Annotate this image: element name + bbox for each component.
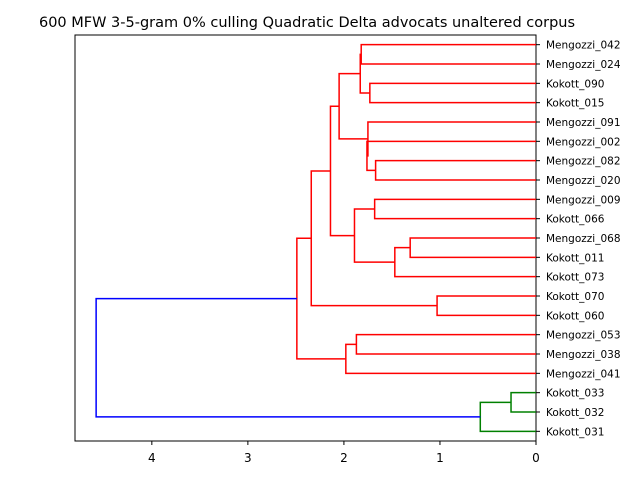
x-tick-label: 2 <box>340 451 348 465</box>
leaf-label: Kokott_015 <box>546 98 604 110</box>
leaf-label: Kokott_070 <box>546 291 604 303</box>
leaf-label: Mengozzi_041 <box>546 368 621 380</box>
leaf-label: Kokott_032 <box>546 407 604 419</box>
dendrogram-link-n20 <box>95 297 481 418</box>
dendrogram-link-n19 <box>479 401 536 433</box>
x-tick-label: 4 <box>148 451 156 465</box>
dendrogram-link-n9 <box>409 237 536 259</box>
dendrogram-link-n8 <box>373 198 536 220</box>
dendrogram-link-n17 <box>296 237 346 360</box>
dendrogram-link-n2 <box>369 82 536 104</box>
leaf-label: Mengozzi_002 <box>546 136 621 148</box>
leaf-label: Kokott_033 <box>546 388 604 400</box>
dendrogram-link-n6 <box>366 121 536 157</box>
dendrogram-link-n5 <box>366 140 536 172</box>
leaf-label: Kokott_066 <box>546 214 605 226</box>
x-tick-label: 1 <box>436 451 444 465</box>
leaf-label: Mengozzi_053 <box>546 330 621 342</box>
dendrogram-link-n18 <box>510 391 536 413</box>
x-tick-label: 3 <box>244 451 252 465</box>
leaf-label: Mengozzi_042 <box>546 40 621 52</box>
dendrogram-link-n1 <box>360 43 536 65</box>
leaf-label: Kokott_011 <box>546 252 604 264</box>
leaf-label: Kokott_090 <box>546 78 604 90</box>
leaf-label: Mengozzi_009 <box>546 194 621 206</box>
leaf-label: Mengozzi_068 <box>546 233 621 245</box>
dendrogram-link-n13 <box>436 295 536 317</box>
x-tick-label: 0 <box>532 451 540 465</box>
leaf-label: Mengozzi_038 <box>546 349 621 361</box>
chart-title: 600 MFW 3-5-gram 0% culling Quadratic De… <box>39 15 575 31</box>
leaf-label: Mengozzi_020 <box>546 175 621 187</box>
leaf-label: Kokott_073 <box>546 272 604 284</box>
leaf-label: Mengozzi_024 <box>546 59 621 71</box>
dendrogram-link-n7 <box>338 72 368 140</box>
dendrogram-link-n15 <box>355 333 536 355</box>
dendrogram-links <box>95 43 536 433</box>
dendrogram-link-n12 <box>329 105 355 237</box>
dendrogram-link-n16 <box>345 343 536 375</box>
leaf-label: Mengozzi_091 <box>546 117 621 129</box>
dendrogram-link-n4 <box>374 159 536 181</box>
dendrogram-link-n3 <box>359 53 370 94</box>
leaf-label: Mengozzi_082 <box>546 156 621 168</box>
x-axis-ticks: 4 3 2 1 0 <box>148 441 540 465</box>
dendrogram-link-n10 <box>394 246 536 278</box>
leaf-label: Kokott_060 <box>546 310 604 322</box>
dendrogram-link-n14 <box>310 170 438 307</box>
leaf-labels: Kokott_031 Kokott_032 Kokott_033 Mengozzi_0… <box>536 40 621 438</box>
leaf-label: Kokott_031 <box>546 426 604 438</box>
